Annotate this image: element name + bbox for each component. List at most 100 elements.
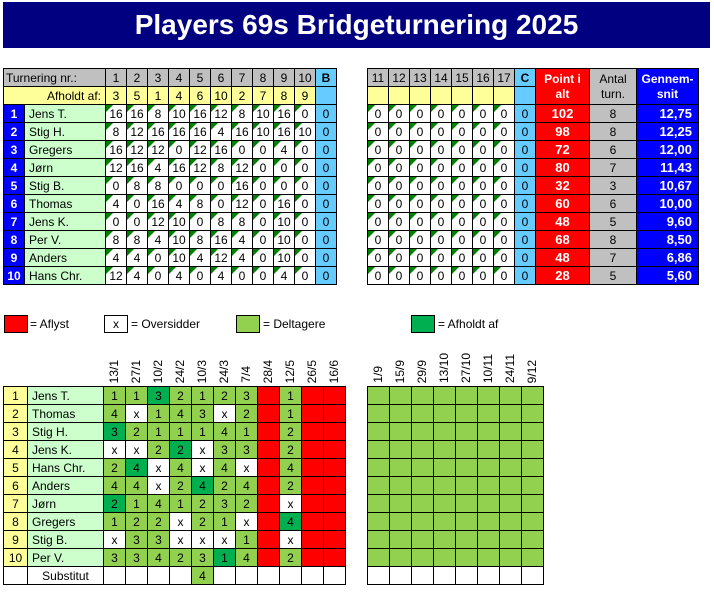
afholdt-label: Afholdt af: bbox=[3, 86, 106, 105]
score-cell: 12 bbox=[210, 248, 232, 267]
schedule-cell: 2 bbox=[147, 512, 170, 531]
schedule-cell bbox=[477, 386, 500, 405]
score-cell: 0 bbox=[252, 140, 274, 159]
score-cell: 0 bbox=[147, 266, 169, 285]
schedule-cell bbox=[389, 548, 412, 567]
score-cell: 0 bbox=[210, 194, 232, 213]
schedule-cell: 1 bbox=[103, 512, 126, 531]
date-header: 26/5 bbox=[305, 359, 319, 383]
round-header: 4 bbox=[168, 68, 190, 87]
score-cell: 0 bbox=[294, 194, 316, 213]
total-points: 68 bbox=[535, 230, 590, 249]
round-header: 2 bbox=[126, 68, 148, 87]
score-cell: 0 bbox=[367, 266, 389, 285]
score-cell: 0 bbox=[409, 104, 431, 123]
schedule-cell bbox=[521, 548, 544, 567]
score-cell: 0 bbox=[493, 230, 515, 249]
score-cell: 0 bbox=[388, 140, 410, 159]
score-cell: 0 bbox=[451, 212, 473, 231]
schedule-cell bbox=[301, 422, 324, 441]
score-cell: 0 bbox=[294, 140, 316, 159]
substitut-cell bbox=[455, 566, 478, 585]
score-cell: 12 bbox=[126, 140, 148, 159]
afholdt-value bbox=[409, 86, 431, 105]
substitut-cell bbox=[367, 566, 390, 585]
round-header: 8 bbox=[252, 68, 274, 87]
substitut-cell bbox=[279, 566, 302, 585]
schedule-cell bbox=[389, 458, 412, 477]
score-cell: 0 bbox=[388, 158, 410, 177]
score-cell: 0 bbox=[493, 194, 515, 213]
afholdt-value: 4 bbox=[168, 86, 190, 105]
average: 11,43 bbox=[636, 158, 699, 177]
schedule-cell: 1 bbox=[279, 386, 302, 405]
afholdt-value bbox=[430, 86, 452, 105]
schedule-cell: 4 bbox=[191, 476, 214, 495]
tournament-count: 3 bbox=[589, 176, 637, 195]
schedule-cell bbox=[367, 476, 390, 495]
afholdt-value: 2 bbox=[231, 86, 253, 105]
schedule-cell bbox=[301, 530, 324, 549]
schedule-cell bbox=[411, 512, 434, 531]
player-name: Jens K. bbox=[27, 440, 104, 459]
score-cell: 0 bbox=[472, 104, 494, 123]
schedule-cell: x bbox=[235, 458, 258, 477]
schedule-cell: 1 bbox=[169, 422, 192, 441]
schedule-cell bbox=[389, 404, 412, 423]
schedule-cell: 1 bbox=[213, 548, 236, 567]
player-name: Jens K. bbox=[24, 212, 106, 231]
score-cell: 0 bbox=[409, 158, 431, 177]
rank: 2 bbox=[3, 122, 25, 141]
score-cell: 4 bbox=[168, 194, 190, 213]
score-cell: 10 bbox=[252, 122, 274, 141]
schedule-cell: 4 bbox=[125, 476, 148, 495]
score-cell: 0 bbox=[126, 194, 148, 213]
score-cell: 16 bbox=[273, 194, 295, 213]
score-cell: 0 bbox=[273, 158, 295, 177]
date-header: 27/1 bbox=[129, 359, 143, 383]
schedule-cell bbox=[411, 476, 434, 495]
schedule-cell bbox=[411, 422, 434, 441]
score-cell: 0 bbox=[388, 266, 410, 285]
afholdt-value: 1 bbox=[147, 86, 169, 105]
score-cell: 16 bbox=[105, 104, 127, 123]
schedule-cell: 2 bbox=[191, 494, 214, 513]
schedule-cell: 2 bbox=[235, 404, 258, 423]
player-name: Anders bbox=[27, 476, 104, 495]
score-cell: 0 bbox=[514, 176, 536, 195]
score-cell: 16 bbox=[105, 140, 127, 159]
score-cell: 4 bbox=[231, 248, 253, 267]
score-cell: 8 bbox=[147, 176, 169, 195]
schedule-cell bbox=[499, 404, 522, 423]
score-cell: 0 bbox=[472, 212, 494, 231]
score-cell: 0 bbox=[367, 212, 389, 231]
schedule-cell bbox=[323, 404, 346, 423]
schedule-cell: 3 bbox=[147, 386, 170, 405]
score-cell: 4 bbox=[273, 140, 295, 159]
schedule-cell bbox=[367, 530, 390, 549]
schedule-cell bbox=[411, 440, 434, 459]
total-points: 80 bbox=[535, 158, 590, 177]
score-table-left: Turnering nr.: 1 2 3 4 5 6 7 8 9 10 B Afholdt af: 3 5 1… bbox=[3, 68, 337, 285]
round-header: 16 bbox=[472, 68, 494, 87]
schedule-cell bbox=[455, 422, 478, 441]
schedule-cell bbox=[477, 512, 500, 531]
total-points: 48 bbox=[535, 248, 590, 267]
score-cell: 10 bbox=[168, 248, 190, 267]
schedule-cell: 2 bbox=[125, 422, 148, 441]
score-cell: 0 bbox=[430, 194, 452, 213]
score-cell: 8 bbox=[105, 230, 127, 249]
player-name: Thomas bbox=[27, 404, 104, 423]
score-cell: 16 bbox=[273, 122, 295, 141]
schedule-cell: x bbox=[213, 404, 236, 423]
score-cell: 0 bbox=[294, 158, 316, 177]
rank: 1 bbox=[3, 386, 28, 405]
date-header: 12/5 bbox=[283, 359, 297, 383]
score-cell: 0 bbox=[472, 194, 494, 213]
schedule-cell bbox=[411, 458, 434, 477]
tournament-count: 8 bbox=[589, 230, 637, 249]
score-cell: 12 bbox=[147, 140, 169, 159]
schedule-cell: 2 bbox=[213, 386, 236, 405]
score-cell: 12 bbox=[231, 158, 253, 177]
score-cell: 0 bbox=[388, 194, 410, 213]
